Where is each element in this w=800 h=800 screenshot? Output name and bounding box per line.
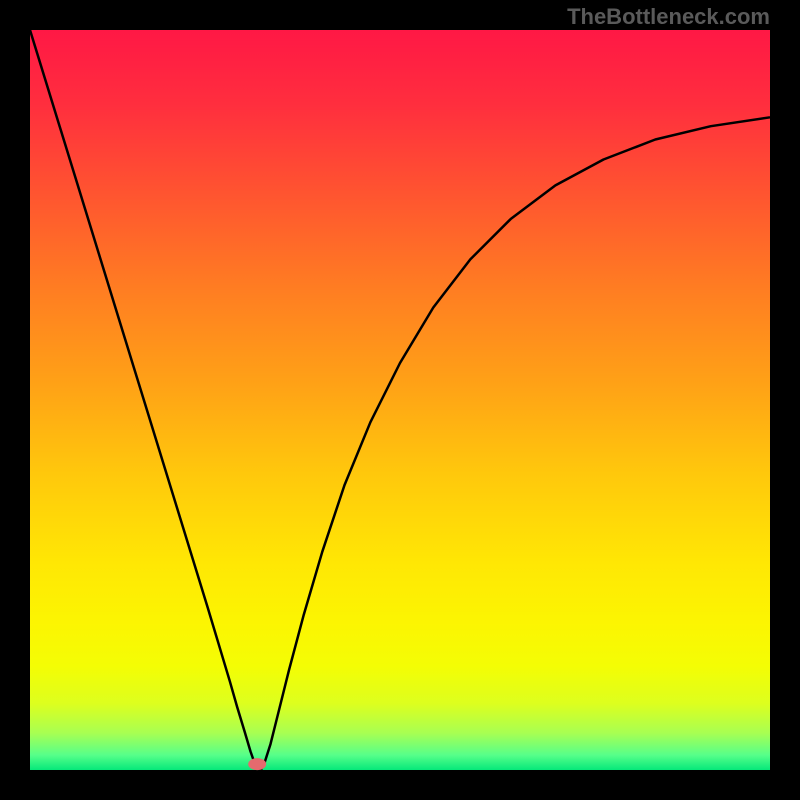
chart-container: TheBottleneck.com	[0, 0, 800, 800]
watermark-text: TheBottleneck.com	[567, 4, 770, 30]
bottleneck-curve-chart	[0, 0, 800, 800]
plot-background-gradient	[30, 30, 770, 770]
minimum-marker	[248, 758, 266, 770]
